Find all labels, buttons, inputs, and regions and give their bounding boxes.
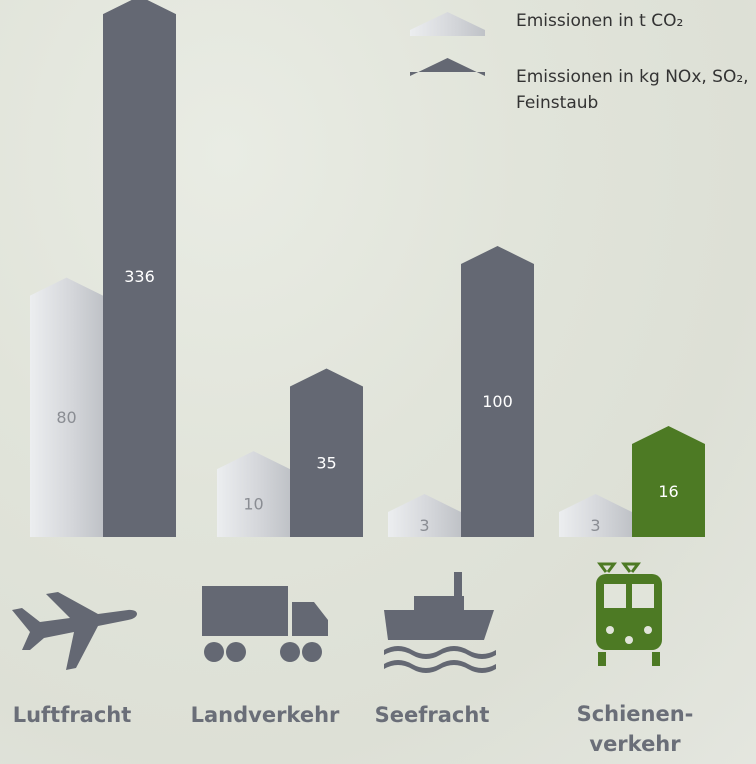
- legend-swatch: [410, 12, 485, 36]
- data-label: 80: [56, 408, 76, 427]
- category-label: Landverkehr: [180, 700, 350, 730]
- legend-label: Emissionen in kg NOx, SO₂, Feinstaub: [516, 64, 756, 116]
- legend-label: Emissionen in t CO₂: [516, 8, 756, 34]
- truck-icon: [202, 586, 288, 636]
- data-label: 3: [419, 516, 429, 535]
- category-label: Schienen-verkehr: [570, 699, 700, 759]
- ship-icon: [384, 610, 494, 640]
- data-label: 336: [124, 267, 155, 286]
- train-icon: [596, 564, 662, 666]
- category-label: Luftfracht: [0, 700, 157, 730]
- data-label: 100: [482, 392, 513, 411]
- category-label: Seefracht: [347, 700, 517, 730]
- infographic: 80 336 10 35 3 100 3 16 Emissionen in t CO₂ Emi…: [0, 0, 756, 764]
- legend-swatch: [410, 58, 485, 76]
- data-label: 16: [658, 482, 678, 501]
- plane-icon: [12, 592, 137, 670]
- icons: [12, 564, 662, 673]
- data-label: 35: [316, 453, 336, 472]
- data-label: 3: [590, 516, 600, 535]
- data-label: 10: [243, 495, 263, 514]
